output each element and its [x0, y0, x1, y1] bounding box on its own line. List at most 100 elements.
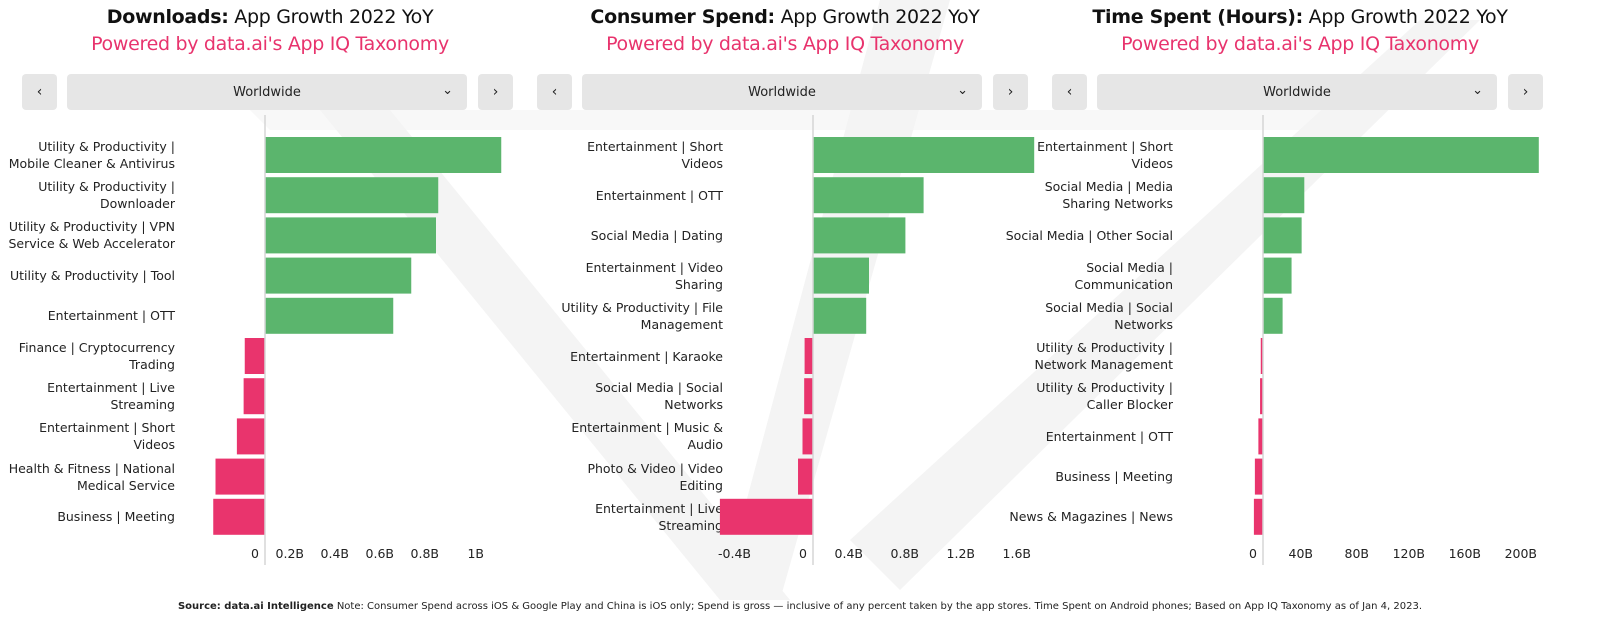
x-tick-label: 120B [1393, 546, 1425, 561]
bar[interactable] [1260, 378, 1263, 415]
x-tick-label: 1.2B [947, 546, 975, 561]
bar[interactable] [265, 177, 439, 214]
chevron-left-icon: ‹ [36, 84, 43, 100]
region-select[interactable]: Worldwide ⌄ [67, 74, 467, 110]
next-button[interactable]: › [993, 74, 1028, 110]
category-label: Entertainment | Video Sharing [585, 259, 723, 292]
x-tick-label: 1.6B [1003, 546, 1031, 561]
x-tick-label: 0.8B [411, 546, 439, 561]
category-label: Utility & Productivity | Caller Blocker [1036, 380, 1173, 413]
chart-title-metric: Consumer Spend: [590, 6, 775, 28]
bar[interactable] [1254, 458, 1263, 495]
bar[interactable] [1253, 498, 1263, 535]
category-label: Entertainment | OTT [47, 308, 175, 324]
prev-button[interactable]: ‹ [22, 74, 57, 110]
bar[interactable] [1263, 137, 1539, 173]
next-button[interactable]: › [478, 74, 513, 110]
bar[interactable] [802, 418, 814, 455]
category-label: Entertainment | OTT [595, 187, 723, 203]
chart-subtitle: Powered by data.ai's App IQ Taxonomy [1121, 33, 1479, 55]
bar[interactable] [1263, 177, 1305, 214]
footer-text: Note: Consumer Spend across iOS & Google… [333, 601, 1423, 612]
bar[interactable] [813, 137, 1035, 173]
x-tick-label: 0.8B [891, 546, 919, 561]
chevron-right-icon: › [1522, 84, 1529, 100]
x-tick-label: 1B [467, 546, 484, 561]
category-label: Utility & Productivity | File Management [561, 299, 723, 332]
category-label: Photo & Video | Video Editing [587, 460, 723, 493]
x-tick-label: 0 [1249, 546, 1257, 561]
region-select-value: Worldwide [748, 84, 816, 100]
bar-chart: 0 0.2B 0.4B 0.6B 0.8B 1B [213, 115, 502, 565]
chart-title: Time Spent (Hours): App Growth 2022 YoY [1035, 6, 1565, 28]
category-label: Entertainment | Short Videos [587, 139, 723, 171]
chevron-left-icon: ‹ [551, 84, 558, 100]
x-tick-label: 80B [1345, 546, 1369, 561]
region-select[interactable]: Worldwide ⌄ [1097, 74, 1497, 110]
category-label: Business | Meeting [1055, 469, 1173, 485]
bar[interactable] [813, 177, 924, 214]
x-tick-label: 0.4B [321, 546, 349, 561]
bar[interactable] [244, 338, 265, 374]
chart-title-rest: App Growth 2022 YoY [228, 6, 434, 28]
x-tick-label: 0 [799, 546, 807, 561]
next-button[interactable]: › [1508, 74, 1543, 110]
chevron-right-icon: › [492, 84, 499, 100]
x-tick-label: 0 [251, 546, 259, 561]
category-label: Social Media | Social Networks [595, 380, 723, 413]
x-tick-label: 160B [1449, 546, 1481, 561]
x-tick-label: 200B [1505, 546, 1537, 561]
category-label: Business | Meeting [57, 509, 175, 525]
footer-note: Source: data.ai Intelligence Note: Consu… [0, 601, 1600, 612]
category-label: Entertainment | Short Videos [1037, 139, 1173, 171]
bar[interactable] [1263, 297, 1283, 334]
bar[interactable] [215, 458, 266, 495]
bar[interactable] [813, 257, 869, 294]
bar[interactable] [265, 137, 502, 173]
bar[interactable] [813, 217, 906, 254]
category-label: Social Media | Social Networks [1045, 299, 1173, 332]
footer-source: Source: data.ai Intelligence [177, 601, 334, 612]
bar[interactable] [813, 297, 867, 334]
category-label: Entertainment | Music & Audio [571, 420, 723, 453]
bar[interactable] [1258, 418, 1263, 455]
bar[interactable] [243, 378, 265, 415]
category-label: Entertainment | Live Streaming [47, 380, 175, 413]
bar[interactable] [1263, 217, 1302, 254]
category-label: Entertainment | Short Videos [39, 420, 175, 453]
bar[interactable] [1263, 257, 1292, 294]
prev-button[interactable]: ‹ [537, 74, 572, 110]
bar[interactable] [719, 498, 813, 535]
bar[interactable] [265, 257, 412, 294]
bar[interactable] [1260, 338, 1263, 374]
chart-panel-3: Time Spent (Hours): App Growth 2022 YoY … [1006, 0, 1565, 590]
category-label: Social Media | Other Social [1005, 227, 1173, 243]
chevron-down-icon: ⌄ [442, 83, 453, 98]
category-label: Social Media | Dating [590, 227, 723, 243]
bar[interactable] [236, 418, 265, 455]
chart-subtitle: Powered by data.ai's App IQ Taxonomy [606, 33, 964, 55]
category-label: Entertainment | OTT [1045, 428, 1173, 444]
prev-button[interactable]: ‹ [1052, 74, 1087, 110]
category-label: Finance | Cryptocurrency Trading [18, 340, 175, 372]
category-label: Utility & Productivity | VPN Service & W… [8, 219, 175, 252]
chevron-down-icon: ⌄ [1472, 83, 1483, 98]
region-select-value: Worldwide [1263, 84, 1331, 100]
category-label: News & Magazines | News [1009, 509, 1173, 525]
bar[interactable] [213, 498, 265, 535]
x-tick-label: 0.2B [276, 546, 304, 561]
category-label: Social Media | Communication [1074, 259, 1173, 292]
region-select[interactable]: Worldwide ⌄ [582, 74, 982, 110]
bar[interactable] [265, 217, 436, 254]
chart-subtitle: Powered by data.ai's App IQ Taxonomy [91, 33, 449, 55]
bar[interactable] [804, 378, 813, 415]
category-label: Utility & Productivity | Downloader [38, 179, 175, 212]
bar[interactable] [265, 297, 394, 334]
chart-title-rest: App Growth 2022 YoY [1302, 6, 1508, 28]
chevron-down-icon: ⌄ [957, 83, 968, 98]
x-tick-label: 0.6B [366, 546, 394, 561]
chart-title-rest: App Growth 2022 YoY [774, 6, 980, 28]
bar-chart: 0 40B 80B 120B 160B 200B [1249, 115, 1539, 565]
bar[interactable] [798, 458, 813, 495]
bar[interactable] [804, 338, 813, 374]
